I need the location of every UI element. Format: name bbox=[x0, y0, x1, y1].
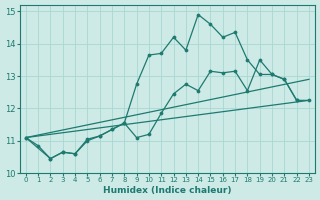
X-axis label: Humidex (Indice chaleur): Humidex (Indice chaleur) bbox=[103, 186, 232, 195]
